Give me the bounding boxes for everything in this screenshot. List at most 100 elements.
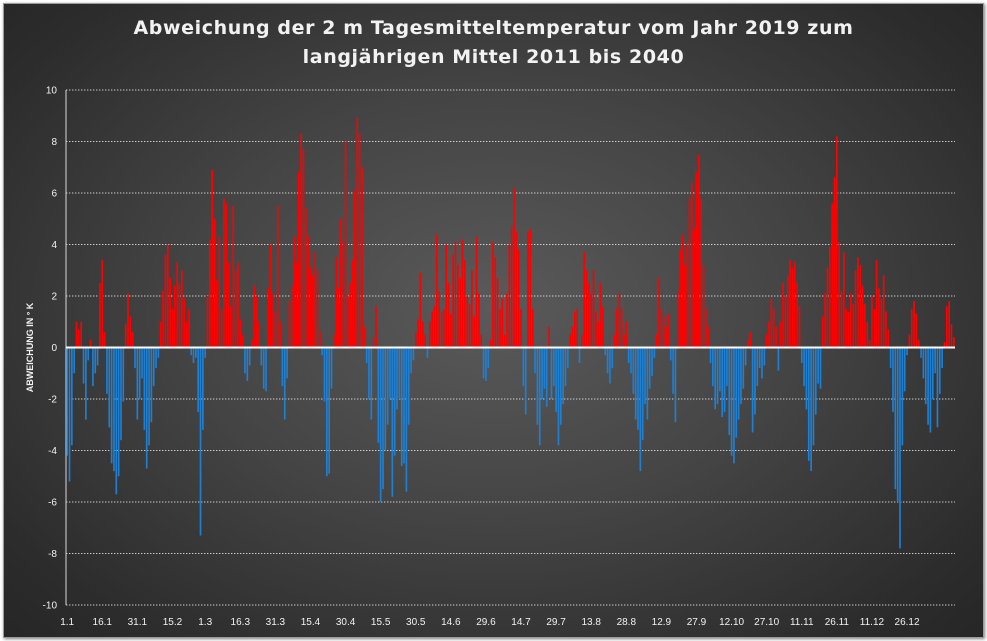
bar <box>800 347 803 363</box>
bar <box>328 347 331 474</box>
bar <box>89 339 92 348</box>
bar <box>370 347 373 420</box>
bar <box>494 257 497 348</box>
bar <box>688 198 691 348</box>
bar <box>864 303 866 348</box>
bar <box>620 308 623 348</box>
bar <box>405 347 408 492</box>
y-tick-label: 8 <box>51 137 57 148</box>
bar <box>726 347 728 387</box>
bar <box>333 334 335 348</box>
bar <box>882 275 885 348</box>
bar <box>103 332 106 348</box>
bar <box>253 285 256 348</box>
bar <box>316 270 319 348</box>
bar <box>637 347 639 430</box>
bar <box>351 259 354 348</box>
bar <box>506 293 508 348</box>
bar <box>772 308 775 348</box>
bar <box>927 347 929 425</box>
bar <box>431 311 433 348</box>
bar <box>80 321 83 348</box>
bar <box>765 334 768 348</box>
bar <box>735 347 738 438</box>
bar <box>508 244 511 348</box>
bar <box>667 314 670 348</box>
bar <box>173 285 176 348</box>
bar <box>520 308 522 348</box>
bar <box>632 347 635 394</box>
bar <box>798 306 801 348</box>
y-axis-ticks: 10 8 6 4 2 0 -2 -4 -6 -8 -10 <box>43 86 58 612</box>
bar <box>836 136 838 348</box>
bar <box>812 347 815 446</box>
bar <box>492 241 494 348</box>
bar <box>588 283 590 348</box>
bar <box>108 347 111 428</box>
bar <box>938 347 941 394</box>
bar <box>489 339 492 348</box>
bar <box>623 334 625 348</box>
bar <box>307 236 309 348</box>
bar <box>344 141 347 348</box>
bar <box>314 252 316 348</box>
bar <box>744 347 747 366</box>
bar <box>843 252 845 348</box>
bar <box>515 231 518 348</box>
bar <box>606 347 609 374</box>
bar <box>113 347 115 472</box>
bar <box>697 154 700 348</box>
bar <box>763 347 766 366</box>
bar <box>393 347 396 456</box>
x-tick-label: 13.8 <box>581 617 601 628</box>
bar <box>789 259 791 348</box>
bar <box>910 308 913 348</box>
bar <box>342 241 345 348</box>
bar <box>536 347 539 425</box>
bar <box>283 347 286 420</box>
bar <box>248 347 251 366</box>
bar <box>737 347 740 420</box>
bar <box>274 311 277 348</box>
bar <box>730 347 733 456</box>
bar <box>786 275 789 348</box>
bar <box>300 133 302 348</box>
bar <box>662 316 665 348</box>
bar <box>468 303 471 348</box>
bar <box>452 254 455 348</box>
bar <box>562 347 564 405</box>
bar <box>597 321 600 348</box>
bar <box>503 334 506 348</box>
bar <box>595 311 597 348</box>
bar <box>440 311 443 348</box>
bar <box>611 347 614 369</box>
bar <box>681 234 684 348</box>
bar <box>513 187 515 348</box>
bar <box>281 347 284 387</box>
bar <box>510 226 513 348</box>
bar <box>87 347 90 361</box>
bar <box>258 321 260 348</box>
bar <box>683 265 686 348</box>
bar <box>361 167 363 348</box>
y-tick-label: -2 <box>48 395 57 406</box>
bar <box>915 314 918 348</box>
bar <box>424 334 426 348</box>
bar <box>566 347 569 369</box>
x-tick-label: 29.7 <box>546 617 566 628</box>
bar <box>475 236 478 348</box>
bar <box>478 293 480 348</box>
bar <box>679 249 681 348</box>
bar <box>237 262 239 348</box>
bar <box>651 347 653 376</box>
bar <box>634 347 637 420</box>
bar <box>127 293 129 348</box>
bar <box>714 347 717 410</box>
chart-title-line-1: Abweichung der 2 m Tagesmitteltemperatur… <box>133 17 854 39</box>
bar <box>138 347 141 399</box>
bar <box>115 347 118 495</box>
bar <box>382 347 384 490</box>
bar <box>143 347 146 430</box>
bar <box>183 298 185 348</box>
bar <box>838 241 841 348</box>
